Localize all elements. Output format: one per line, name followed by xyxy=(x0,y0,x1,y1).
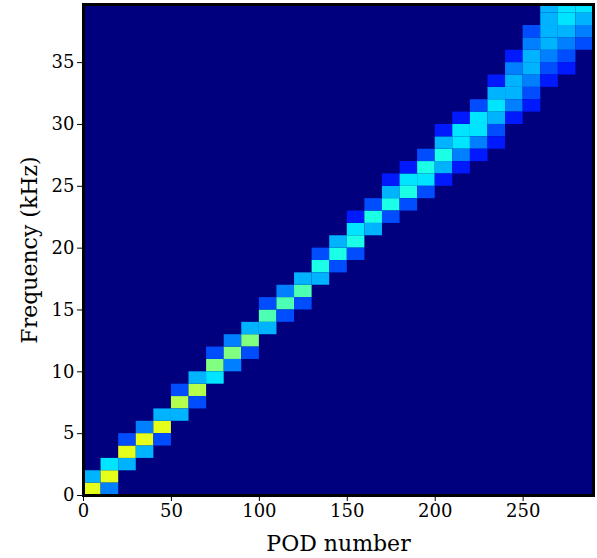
svg-text:100: 100 xyxy=(242,500,276,521)
svg-text:200: 200 xyxy=(418,500,452,521)
svg-text:0: 0 xyxy=(63,484,74,505)
svg-text:15: 15 xyxy=(52,299,75,320)
svg-text:Frequency (kHz): Frequency (kHz) xyxy=(17,156,42,343)
svg-text:150: 150 xyxy=(330,500,364,521)
svg-text:5: 5 xyxy=(63,422,74,443)
svg-text:POD number: POD number xyxy=(266,531,411,556)
svg-text:35: 35 xyxy=(52,51,75,72)
svg-text:30: 30 xyxy=(52,113,75,134)
svg-text:0: 0 xyxy=(78,500,89,521)
svg-text:20: 20 xyxy=(52,237,75,258)
svg-text:10: 10 xyxy=(52,361,75,382)
svg-text:25: 25 xyxy=(52,175,75,196)
svg-text:50: 50 xyxy=(160,500,183,521)
svg-text:250: 250 xyxy=(506,500,540,521)
